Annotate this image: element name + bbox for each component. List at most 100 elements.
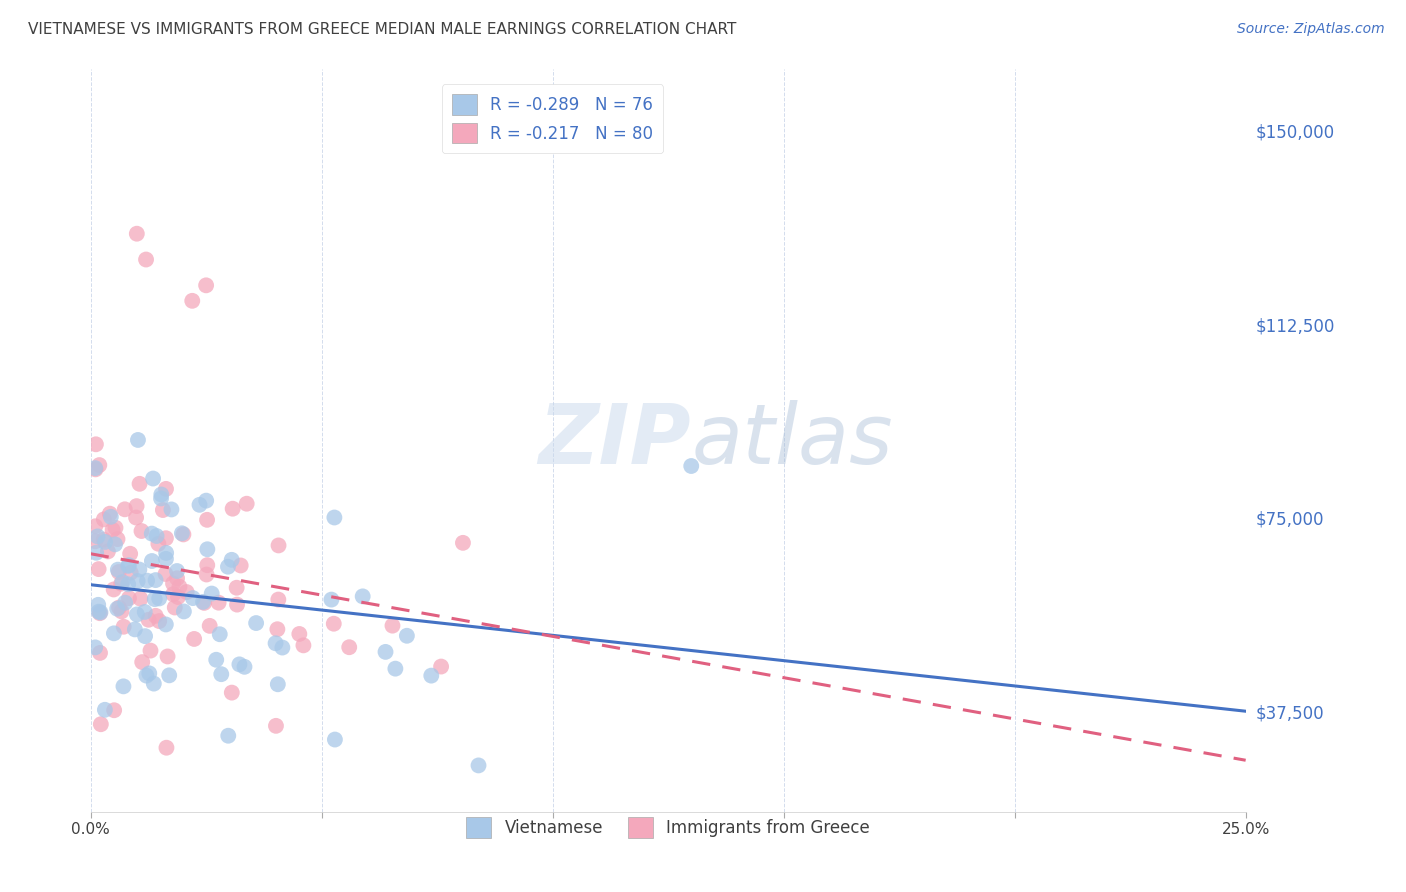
Point [195,493,218,508]
Point [181,591,204,606]
Point [129,591,152,606]
Point [110,576,132,591]
Point [221,685,243,699]
Point [181,293,204,308]
Point [229,558,252,573]
Point [167,590,190,604]
Point [266,622,288,636]
Point [195,513,218,527]
Point [104,537,127,551]
Point [172,527,194,541]
Point [87,598,110,612]
Point [120,547,142,561]
Point [84,519,107,533]
Point [87,605,110,619]
Point [110,604,132,618]
Point [221,501,243,516]
Point [155,531,177,545]
Point [155,546,177,560]
Point [152,503,174,517]
Point [150,487,173,501]
Point [139,643,162,657]
Point [103,703,125,717]
Point [166,571,188,585]
Point [103,626,125,640]
Point [120,566,142,580]
Point [89,606,111,620]
Point [176,585,198,599]
Point [193,596,215,610]
Text: atlas: atlas [692,400,893,481]
Point [107,563,129,577]
Point [112,620,135,634]
Point [114,502,136,516]
Point [84,461,107,475]
Point [381,618,404,632]
Point [142,471,165,485]
Text: Source: ZipAtlas.com: Source: ZipAtlas.com [1237,22,1385,37]
Point [264,636,287,650]
Point [264,719,287,733]
Point [101,523,124,537]
Point [94,703,117,717]
Point [141,526,163,541]
Point [98,507,121,521]
Point [118,591,141,606]
Point [87,562,110,576]
Point [451,536,474,550]
Point [145,608,167,623]
Point [322,616,344,631]
Point [134,629,156,643]
Point [89,646,111,660]
Point [221,553,243,567]
Point [117,577,139,591]
Point [155,566,177,581]
Point [100,509,122,524]
Point [135,252,157,267]
Point [162,587,184,601]
Point [103,582,125,597]
Point [169,580,191,594]
Legend: Vietnamese, Immigrants from Greece: Vietnamese, Immigrants from Greece [460,811,877,845]
Point [201,586,224,600]
Point [217,559,239,574]
Point [90,717,112,731]
Point [162,576,184,591]
Point [173,604,195,618]
Point [128,476,150,491]
Point [191,595,214,609]
Point [86,529,108,543]
Point [217,729,239,743]
Point [143,592,166,607]
Point [142,676,165,690]
Point [127,433,149,447]
Point [267,538,290,552]
Point [183,632,205,646]
Point [141,554,163,568]
Point [135,668,157,682]
Point [136,574,159,588]
Point [108,565,131,579]
Point [323,510,346,524]
Point [467,758,489,772]
Point [156,649,179,664]
Point [138,613,160,627]
Point [170,526,193,541]
Point [157,668,180,682]
Point [131,524,153,538]
Point [125,499,148,513]
Point [198,619,221,633]
Point [127,574,149,588]
Point [93,533,115,547]
Point [111,575,134,590]
Point [321,592,343,607]
Point [108,600,131,615]
Point [93,512,115,526]
Point [195,542,218,557]
Point [155,552,177,566]
Point [292,638,315,652]
Point [374,645,396,659]
Point [271,640,294,655]
Point [226,598,249,612]
Text: ZIP: ZIP [538,400,692,481]
